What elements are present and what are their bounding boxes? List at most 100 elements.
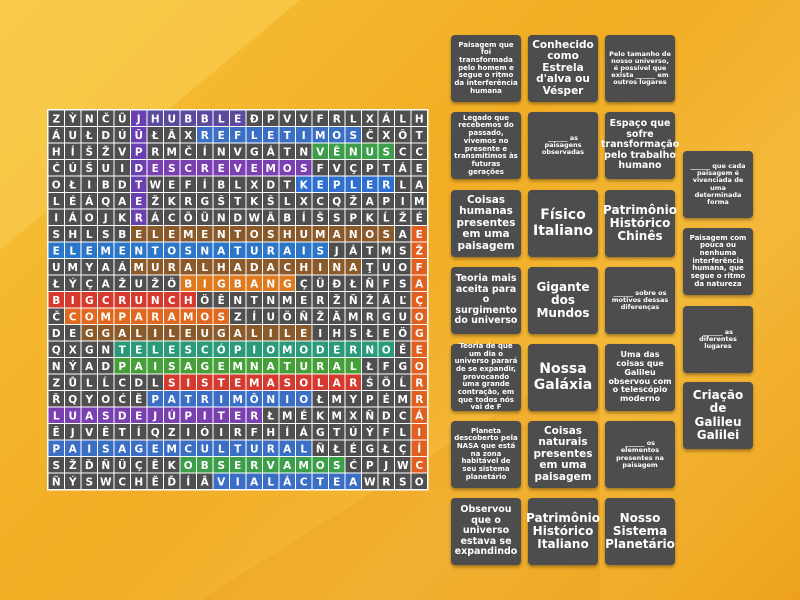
- grid-cell: [411, 193, 427, 209]
- grid-cell: [296, 292, 312, 308]
- answer-card[interactable]: Uma das coisas que Galileu observou com …: [605, 344, 675, 411]
- grid-cell: [65, 242, 81, 258]
- grid-cell: [48, 424, 64, 440]
- grid-cell: [114, 374, 130, 390]
- grid-cell: [312, 193, 328, 209]
- grid-cell: [213, 176, 229, 192]
- grid-cell: [263, 209, 279, 225]
- grid-cell: [362, 226, 378, 242]
- answer-card[interactable]: Físico Italiano: [528, 190, 598, 257]
- grid-cell: [81, 407, 97, 423]
- grid-cell: [81, 473, 97, 489]
- grid-cell: [213, 110, 229, 126]
- grid-cell: [197, 127, 213, 143]
- grid-cell: [81, 143, 97, 159]
- grid-cell: [114, 110, 130, 126]
- answer-card[interactable]: ______ sobre os motivos dessas diferença…: [605, 267, 675, 334]
- grid-cell: [197, 391, 213, 407]
- answer-card[interactable]: Espaço que sofre transformação pelo trab…: [601, 112, 679, 179]
- grid-cell: [296, 193, 312, 209]
- grid-cell: [263, 457, 279, 473]
- grid-cell: [296, 391, 312, 407]
- grid-cell: [65, 209, 81, 225]
- grid-cell: [312, 407, 328, 423]
- grid-cell: [147, 440, 163, 456]
- grid-cell: [345, 457, 361, 473]
- grid-cell: [263, 308, 279, 324]
- grid-cell: [230, 374, 246, 390]
- grid-cell: [263, 407, 279, 423]
- grid-cell: [81, 358, 97, 374]
- answer-card[interactable]: Nossa Galáxia: [528, 344, 598, 411]
- grid-cell: [81, 259, 97, 275]
- answer-card[interactable]: Teoria de que um dia o universo parará d…: [451, 342, 521, 411]
- grid-cell: [81, 110, 97, 126]
- grid-cell: [65, 259, 81, 275]
- answer-card[interactable]: Conhecido como Estrela d'alva ou Vésper: [528, 35, 598, 102]
- grid-row-letters: ELEMENTOSNATURAISJÁTMSŽ: [53, 244, 424, 257]
- grid-cell: [81, 457, 97, 473]
- answer-card[interactable]: Coisas humanas presentes em uma paisagem: [451, 190, 521, 257]
- grid-cell: [279, 473, 295, 489]
- grid-cell: [279, 457, 295, 473]
- grid-cell: [131, 391, 147, 407]
- answer-card[interactable]: Patrimônio Histórico Chinês: [603, 190, 677, 257]
- grid-cell: [296, 160, 312, 176]
- grid-cell: [48, 160, 64, 176]
- grid-cell: [197, 440, 213, 456]
- grid-cell: [345, 193, 361, 209]
- answer-card[interactable]: Gigante dos Mundos: [528, 267, 598, 334]
- grid-cell: [230, 341, 246, 357]
- grid-cell: [411, 341, 427, 357]
- grid-cell: [296, 440, 312, 456]
- grid-cell: [230, 143, 246, 159]
- grid-cell: [362, 308, 378, 324]
- grid-cell: [395, 457, 411, 473]
- answer-card[interactable]: ______ os elementos presentes na paisage…: [605, 421, 675, 488]
- answer-card[interactable]: Paisagem com pouca ou nenhuma interferên…: [683, 228, 753, 295]
- grid-cell: [213, 473, 229, 489]
- grid-cell: [147, 391, 163, 407]
- grid-cell: [180, 176, 196, 192]
- grid-cell: [131, 275, 147, 291]
- answer-card[interactable]: Coisas naturais presentes em uma paisage…: [528, 421, 598, 488]
- grid-cell: [98, 325, 114, 341]
- grid-cell: [114, 341, 130, 357]
- grid-cell: [48, 127, 64, 143]
- grid-cell: [164, 143, 180, 159]
- answer-card[interactable]: Planeta descoberto pela NASA que está na…: [451, 421, 521, 488]
- grid-cell: [180, 440, 196, 456]
- grid-cell: [213, 259, 229, 275]
- answer-card[interactable]: ______ as paisagens observadas: [528, 112, 598, 179]
- grid-cell: [246, 160, 262, 176]
- grid-cell: [180, 292, 196, 308]
- grid-cell: [48, 407, 64, 423]
- grid-cell: [180, 325, 196, 341]
- answer-card[interactable]: Patrimônio Histórico Italiano: [526, 498, 600, 565]
- grid-cell: [362, 424, 378, 440]
- grid-cell: [147, 176, 163, 192]
- answer-card[interactable]: ______ as diferentes lugares: [683, 306, 753, 373]
- answer-card[interactable]: Observou que o universo estava se expand…: [451, 498, 521, 565]
- grid-cell: [98, 407, 114, 423]
- answer-card[interactable]: ______ que cada paisagem é vivenciada de…: [683, 151, 753, 218]
- grid-cell: [131, 424, 147, 440]
- answer-card[interactable]: Legado que recebemos do passado, vivemos…: [451, 112, 521, 179]
- grid-cell: [263, 242, 279, 258]
- grid-cell: [131, 127, 147, 143]
- answer-card[interactable]: Nosso Sistema Planetário: [605, 498, 675, 565]
- grid-cell: [246, 127, 262, 143]
- answer-card[interactable]: Paisagem que foi transformada pelo homem…: [451, 35, 521, 102]
- grid-cell: [180, 308, 196, 324]
- answer-card[interactable]: Teoria mais aceita para o surgimento do …: [451, 267, 521, 334]
- grid-cell: [246, 275, 262, 291]
- answer-card[interactable]: Criação de Galileu Galilei: [683, 382, 753, 449]
- grid-cell: [411, 242, 427, 258]
- grid-cell: [114, 358, 130, 374]
- grid-cell: [197, 259, 213, 275]
- grid-cell: [378, 457, 394, 473]
- grid-cell: [362, 325, 378, 341]
- grid-cell: [230, 193, 246, 209]
- answer-card[interactable]: Pelo tamanho de nosso universo, é possív…: [605, 35, 675, 102]
- grid-cell: [263, 391, 279, 407]
